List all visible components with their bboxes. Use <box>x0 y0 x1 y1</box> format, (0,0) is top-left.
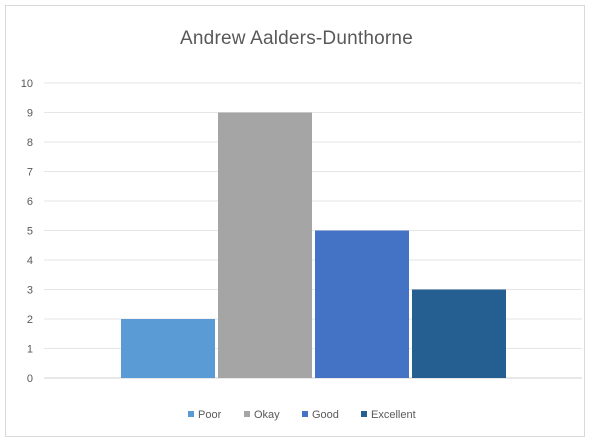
y-tick-label: 5 <box>27 226 33 238</box>
chart-title: Andrew Aalders-Dunthorne <box>180 28 413 49</box>
legend: Poor Okay Good Excellent <box>188 409 416 421</box>
bar-poor <box>121 319 215 378</box>
y-tick-label: 4 <box>27 255 33 267</box>
legend-swatch-good <box>302 411 308 417</box>
y-tick-label: 3 <box>27 285 33 297</box>
legend-swatch-okay <box>244 411 250 417</box>
y-tick-label: 0 <box>27 373 33 385</box>
bar-excellent <box>412 289 506 378</box>
bar-good <box>315 230 409 378</box>
legend-swatch-poor <box>188 411 194 417</box>
legend-label-poor: Poor <box>198 409 222 421</box>
legend-label-okay: Okay <box>254 409 280 421</box>
y-axis-ticks: 0 1 2 3 4 5 6 7 8 9 10 <box>21 78 33 385</box>
y-tick-label: 8 <box>27 137 33 149</box>
legend-swatch-excellent <box>361 411 367 417</box>
y-tick-label: 1 <box>27 344 33 356</box>
y-tick-label: 10 <box>21 78 33 90</box>
y-tick-label: 7 <box>27 167 33 179</box>
y-tick-label: 2 <box>27 314 33 326</box>
legend-label-excellent: Excellent <box>371 409 416 421</box>
bars <box>121 112 506 378</box>
y-tick-label: 6 <box>27 196 33 208</box>
legend-label-good: Good <box>312 409 339 421</box>
bar-okay <box>218 112 312 378</box>
y-tick-label: 9 <box>27 108 33 120</box>
